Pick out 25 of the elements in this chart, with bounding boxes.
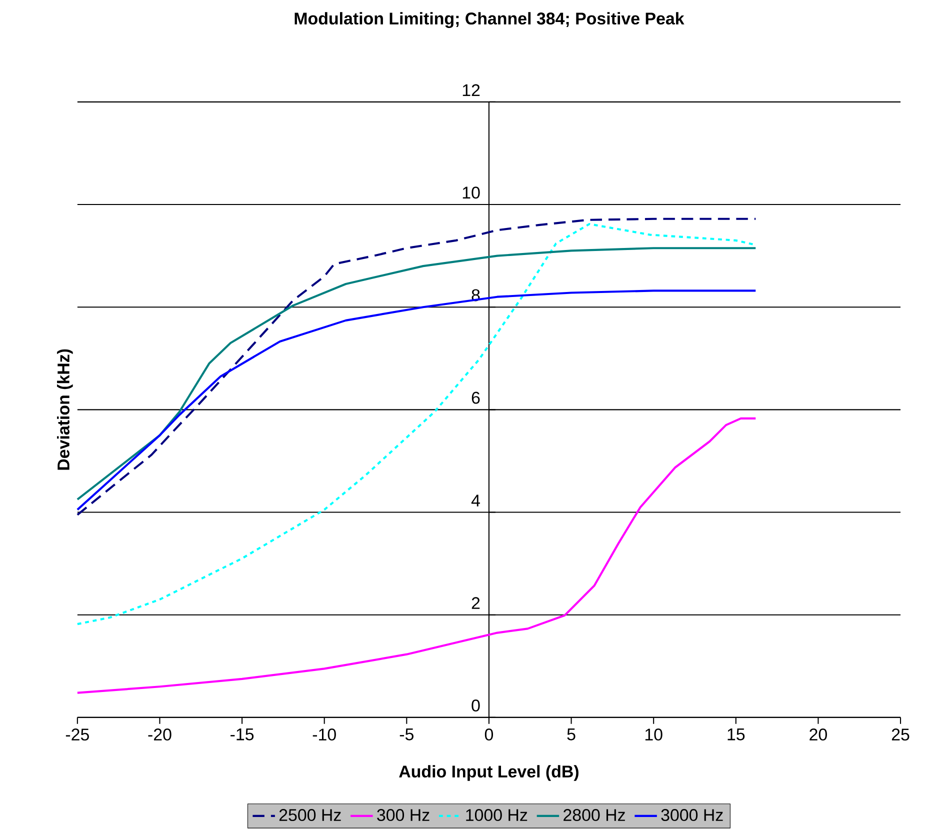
- x-tick-label: 0: [484, 728, 494, 741]
- x-tick-label: -20: [148, 728, 172, 741]
- x-tick-label: -10: [312, 728, 336, 741]
- legend-label: 300 Hz: [377, 809, 430, 822]
- x-tick-label: -5: [400, 728, 414, 741]
- x-tick-label: 15: [728, 728, 745, 741]
- y-tick-label: 12: [462, 84, 480, 96]
- legend-label: 1000 Hz: [466, 809, 528, 822]
- x-tick-label: 10: [645, 728, 662, 741]
- x-tick-label: 20: [810, 728, 827, 741]
- chart-title: Modulation Limiting; Channel 384; Positive Peak: [294, 12, 684, 28]
- y-tick-label: 2: [472, 597, 480, 610]
- x-tick-label: 5: [567, 728, 576, 741]
- x-tick-label: 25: [892, 728, 910, 741]
- legend-label: 2800 Hz: [564, 809, 625, 822]
- legend-label: 3000 Hz: [661, 809, 723, 822]
- x-axis-title: Audio Input Level (dB): [399, 765, 578, 782]
- y-tick-label: 10: [462, 186, 480, 199]
- legend-label: 2500 Hz: [279, 809, 341, 822]
- y-tick-label: 6: [472, 392, 480, 404]
- y-tick-label: 0: [472, 700, 480, 712]
- y-axis-title: Deviation (kHz): [57, 350, 73, 470]
- x-tick-label: -25: [66, 728, 89, 741]
- y-tick-label: 4: [471, 494, 480, 507]
- x-tick-label: -15: [230, 728, 254, 741]
